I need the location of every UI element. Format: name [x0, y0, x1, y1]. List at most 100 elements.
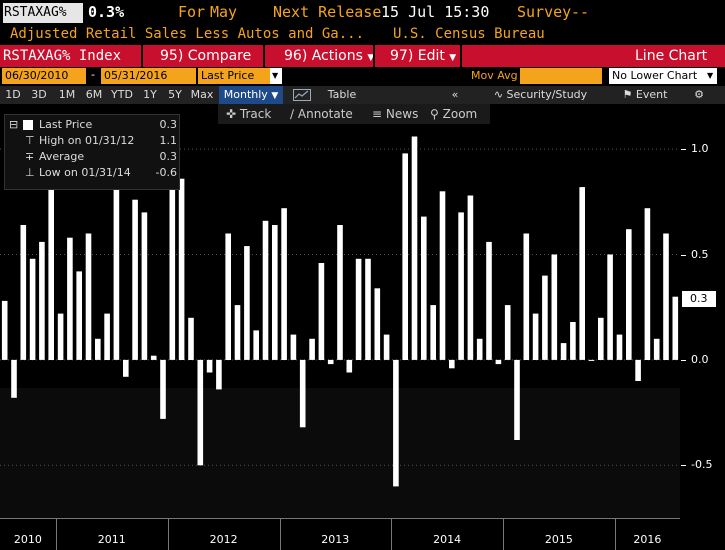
ticker-box[interactable]: RSTAXAG% [3, 3, 83, 23]
track-label: Track [239, 107, 272, 121]
period-button-1m[interactable]: 1M [58, 88, 76, 101]
bar [458, 212, 464, 360]
edit-button[interactable]: 97) Edit ▼ [390, 45, 456, 67]
legend-last-value: 0.3 [159, 118, 178, 131]
bar [588, 359, 595, 361]
table-label: Table [327, 88, 357, 101]
period-button-ytd[interactable]: YTD [111, 88, 133, 101]
zoom-label: Zoom [442, 107, 478, 121]
annotate-button[interactable]: ∕ Annotate [290, 104, 353, 124]
collapse-icon[interactable]: ⊟ [9, 118, 19, 131]
description-row: Adjusted Retail Sales Less Autos and Ga.… [0, 25, 725, 45]
period-button-6m[interactable]: 6M [85, 88, 103, 101]
bar [11, 359, 17, 398]
bar [244, 246, 250, 360]
bar [141, 212, 148, 360]
header-row: RSTAXAG% 0.3% For May Next Release 15 Ju… [0, 0, 725, 26]
data-source: U.S. Census Bureau [393, 26, 545, 42]
security-field[interactable]: RSTAXAG% Index [3, 45, 138, 67]
bar [598, 317, 604, 360]
legend-average-value: 0.3 [159, 150, 178, 163]
flag-icon: ⚑ [622, 88, 633, 101]
bar [234, 305, 241, 360]
bar [421, 216, 427, 360]
bar [206, 359, 213, 373]
bar [551, 254, 558, 360]
period-button-3d[interactable]: 3D [31, 88, 47, 101]
table-button[interactable]: Table [322, 86, 362, 104]
bar [95, 338, 101, 360]
period-button-1y[interactable]: 1Y [143, 88, 157, 101]
study-input[interactable] [520, 68, 602, 84]
legend-average: ∓ Average 0.3 [5, 149, 181, 164]
bar [48, 178, 54, 360]
lower-chart-select[interactable]: No Lower Chart [609, 68, 705, 84]
security-study-button[interactable]: ∿ Security/Study [488, 86, 593, 104]
bar [188, 317, 194, 360]
field-select[interactable]: Last Price [198, 68, 270, 84]
dropdown-arrow-icon: ▼ [271, 91, 279, 101]
zoom-icon: ⚲ [430, 107, 439, 121]
crosshair-icon: ✜ [226, 107, 237, 121]
bar [514, 359, 520, 440]
lower-chart-dropdown-icon[interactable]: ▼ [705, 68, 717, 84]
event-label: Event [635, 88, 668, 101]
end-date-field[interactable]: 05/31/2016 [101, 68, 196, 84]
dropdown-arrow-icon: ▼ [367, 53, 375, 63]
legend-last-label: Last Price [39, 118, 93, 131]
legend-low-label: Low on 01/31/14 [39, 166, 131, 179]
gear-icon[interactable]: ⚙ [694, 88, 704, 101]
bar [365, 258, 371, 360]
bar [653, 338, 660, 360]
next-release-value: 15 Jul 15:30 [381, 3, 490, 21]
divider [263, 45, 265, 67]
divider [373, 45, 375, 67]
legend-high: ⊤ High on 01/31/12 1.1 [5, 133, 181, 148]
start-date-field[interactable]: 06/30/2010 [2, 68, 86, 84]
bar [216, 359, 222, 390]
period-button-max[interactable]: Max [190, 88, 214, 101]
chart-type-button[interactable]: Line Chart [635, 45, 707, 67]
chart-area: ✜ Track ∕ Annotate ≡ News ⚲ Zoom ⊟ Last … [0, 104, 725, 550]
news-button[interactable]: ≡ News [372, 104, 418, 124]
bar [253, 330, 259, 360]
field-dropdown-icon[interactable]: ▼ [270, 68, 282, 84]
bar [123, 359, 129, 377]
line-chart-icon[interactable] [289, 86, 315, 104]
period-button-1d[interactable]: 1D [5, 88, 21, 101]
zoom-button[interactable]: ⚲ Zoom [430, 104, 477, 124]
for-period: May [210, 3, 238, 21]
bar [281, 208, 287, 360]
plot-background-lower [0, 387, 680, 518]
legend-low-value: -0.6 [155, 166, 177, 179]
last-value: 0.3% [88, 3, 125, 21]
high-marker-icon: ⊤ [25, 134, 35, 147]
x-year-separator [503, 519, 504, 550]
survey-label: Survey [517, 3, 572, 21]
actions-button[interactable]: 96) Actions ▼ [284, 45, 374, 67]
bar-chart[interactable] [0, 104, 680, 518]
event-button[interactable]: ⚑ Event [615, 86, 675, 104]
compare-button[interactable]: 95) Compare [160, 45, 251, 67]
legend-high-label: High on 01/31/12 [39, 134, 135, 147]
bar [607, 254, 613, 360]
track-button[interactable]: ✜ Track [226, 104, 271, 124]
period-toolbar: 1D 3D 1M 6M YTD 1Y 5Y Max Monthly ▼ Table « ∿ S… [0, 86, 725, 104]
period-button-5y[interactable]: 5Y [168, 88, 182, 101]
y-tick [681, 465, 686, 467]
divider [460, 45, 462, 67]
pencil-icon: ∕ [290, 107, 295, 121]
bar [374, 288, 381, 360]
y-tick-label: -0.5 [691, 458, 713, 472]
bar [57, 313, 64, 360]
last-price-badge-value: 0.3 [690, 292, 708, 305]
bar [1, 300, 8, 360]
frequency-select[interactable]: Monthly ▼ [219, 86, 283, 104]
scroll-left-icon[interactable]: « [451, 88, 459, 101]
bar [542, 275, 548, 360]
chart-type-label: Line Chart [635, 48, 708, 64]
x-axis: 2010 2011 2012 2013 2014 2015 2016 [0, 518, 680, 550]
bar [327, 359, 334, 365]
bar [644, 208, 651, 360]
bar [76, 271, 82, 360]
